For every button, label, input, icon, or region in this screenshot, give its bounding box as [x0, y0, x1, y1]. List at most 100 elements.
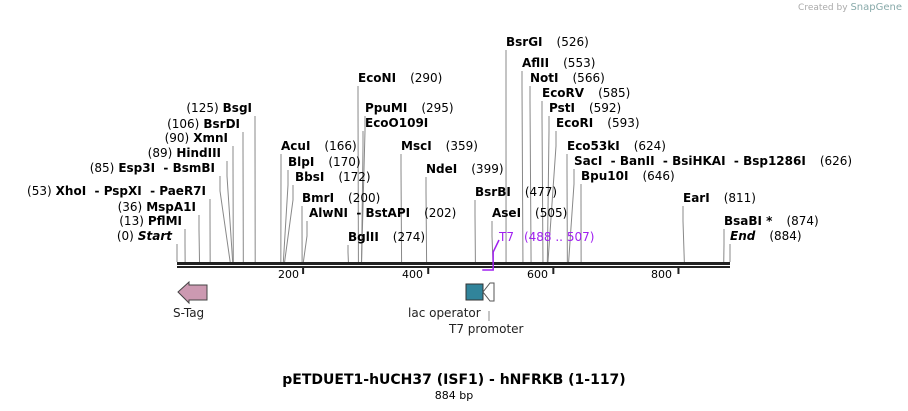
- enzyme-name: AcuI: [281, 139, 311, 153]
- enzyme-name: EcoO109I: [365, 116, 429, 130]
- enzyme-label[interactable]: (125) BsgI: [182, 101, 252, 115]
- enzyme-name: XmnI: [193, 131, 228, 145]
- enzyme-name: BlpI: [288, 155, 315, 169]
- enzyme-position: (626): [819, 154, 853, 168]
- enzyme-name: EarI: [683, 191, 710, 205]
- enzyme-position: (166): [324, 139, 357, 153]
- feature-label-t7-promoter[interactable]: T7 promoter: [449, 322, 524, 336]
- enzyme-name: Esp3I - BsmBI: [118, 161, 215, 175]
- enzyme-position: (200): [348, 191, 381, 205]
- enzyme-position: (13): [119, 214, 144, 228]
- enzyme-position: (89): [147, 146, 173, 160]
- enzyme-connector-line: [284, 185, 294, 263]
- enzyme-label[interactable]: NdeI (399): [426, 162, 508, 176]
- enzyme-name: MspA1I: [146, 200, 196, 214]
- enzyme-name: BbsI: [295, 170, 325, 184]
- enzyme-label[interactable]: BsrGI (526): [506, 35, 593, 49]
- enzyme-label[interactable]: BlpI (170): [288, 155, 365, 169]
- enzyme-label[interactable]: EcoRI (593): [556, 116, 644, 130]
- enzyme-name: NotI: [530, 71, 559, 85]
- enzyme-connector-line: [226, 161, 234, 263]
- enzyme-name: AlwNI - BstAPI: [309, 206, 411, 220]
- enzyme-position: (592): [588, 101, 622, 115]
- enzyme-position: (884): [769, 229, 802, 243]
- enzyme-name: BsrBI: [475, 185, 511, 199]
- enzyme-label[interactable]: (89) HindIII: [144, 146, 221, 160]
- enzyme-label[interactable]: Bpu10I (646): [581, 169, 679, 183]
- enzyme-position: (585): [598, 86, 631, 100]
- enzyme-name: BmrI: [302, 191, 335, 205]
- enzyme-label[interactable]: BsrBI (477): [475, 185, 561, 199]
- enzyme-label[interactable]: (53) XhoI - PspXI - PaeR7I: [23, 184, 206, 198]
- enzyme-name: Eco53kI: [567, 139, 620, 153]
- enzyme-name: NdeI: [426, 162, 458, 176]
- enzyme-connector-line: [541, 101, 544, 263]
- enzyme-label[interactable]: AlwNI - BstAPI (202): [309, 206, 460, 220]
- enzyme-name: BsaBI *: [724, 214, 773, 228]
- enzyme-label[interactable]: EcoO109I: [365, 116, 446, 130]
- enzyme-label[interactable]: (106) BsrDI: [163, 117, 240, 131]
- enzyme-label[interactable]: AseI (505): [492, 206, 571, 220]
- enzyme-position: (170): [328, 155, 361, 169]
- lac-operator-box: [465, 283, 484, 301]
- enzyme-label[interactable]: BglII (274): [348, 230, 429, 244]
- enzyme-position: (624): [633, 139, 666, 153]
- enzyme-connector-line: [219, 176, 231, 263]
- enzyme-position: (811): [723, 191, 756, 205]
- enzyme-position: (359): [445, 139, 478, 153]
- enzyme-connector-line: [400, 154, 403, 263]
- enzyme-label[interactable]: EcoRV (585): [542, 86, 634, 100]
- enzyme-position: (172): [338, 170, 371, 184]
- enzyme-label[interactable]: End (884): [730, 229, 806, 243]
- enzyme-connector-line: [302, 221, 308, 263]
- enzyme-label[interactable]: AflII (553): [522, 56, 599, 70]
- enzyme-name: BsrDI: [203, 117, 240, 131]
- enzyme-position: (553): [563, 56, 596, 70]
- enzyme-label[interactable]: (85) Esp3I - BsmBI: [86, 161, 215, 175]
- enzyme-position: (593): [607, 116, 640, 130]
- enzyme-connector-line: [282, 170, 289, 263]
- tick-400: [427, 266, 430, 274]
- enzyme-label[interactable]: (0) Start: [113, 229, 172, 243]
- enzyme-label[interactable]: (36) MspA1I: [114, 200, 196, 214]
- enzyme-label[interactable]: PpuMI (295): [365, 101, 458, 115]
- feature-label-lac-operator[interactable]: lac operator: [408, 306, 481, 320]
- map-title: pETDUET1-hUCH37 (ISF1) - hNFRKB (1-117): [282, 372, 626, 388]
- tick-600: [552, 266, 555, 274]
- enzyme-name: MscI: [401, 139, 432, 153]
- enzyme-label[interactable]: BmrI (200): [302, 191, 384, 205]
- enzyme-label[interactable]: EarI (811): [683, 191, 760, 205]
- tick-label-200: 200: [278, 268, 299, 281]
- t7-site-label[interactable]: T7 (488 .. 507): [499, 230, 595, 244]
- enzyme-name: BsgI: [222, 101, 252, 115]
- enzyme-connector-line: [425, 177, 428, 263]
- s-tag-arrow: [177, 280, 208, 305]
- enzyme-name: EcoRV: [542, 86, 585, 100]
- enzyme-position: (106): [167, 117, 200, 131]
- enzyme-name: EcoRI: [556, 116, 594, 130]
- enzyme-position: (477): [524, 185, 558, 199]
- enzyme-label[interactable]: Eco53kI (624): [567, 139, 670, 153]
- enzyme-position: (505): [535, 206, 568, 220]
- enzyme-label[interactable]: NotI (566): [530, 71, 609, 85]
- enzyme-label[interactable]: MscI (359): [401, 139, 482, 153]
- map-length: 884 bp: [434, 389, 474, 402]
- enzyme-label[interactable]: SacI - BanII - BsiHKAI - Bsp1286I (626): [574, 154, 856, 168]
- enzyme-name: PstI: [549, 101, 575, 115]
- tick-label-600: 600: [527, 268, 548, 281]
- enzyme-label[interactable]: BbsI (172): [295, 170, 375, 184]
- feature-label-s-tag[interactable]: S-Tag: [173, 306, 205, 320]
- enzyme-label[interactable]: PstI (592): [549, 101, 625, 115]
- enzyme-name: XhoI - PspXI - PaeR7I: [55, 184, 206, 198]
- enzyme-position: (274): [392, 230, 426, 244]
- enzyme-connector-line: [568, 169, 575, 263]
- enzyme-label[interactable]: EcoNI (290): [358, 71, 446, 85]
- enzyme-label[interactable]: (90) XmnI: [161, 131, 228, 145]
- enzyme-label[interactable]: BsaBI * (874): [724, 214, 823, 228]
- enzyme-label[interactable]: AcuI (166): [281, 139, 361, 153]
- enzyme-name: SacI - BanII - BsiHKAI - Bsp1286I: [574, 154, 806, 168]
- enzyme-position: (874): [786, 214, 819, 228]
- enzyme-label[interactable]: (13) PflMI: [115, 214, 182, 228]
